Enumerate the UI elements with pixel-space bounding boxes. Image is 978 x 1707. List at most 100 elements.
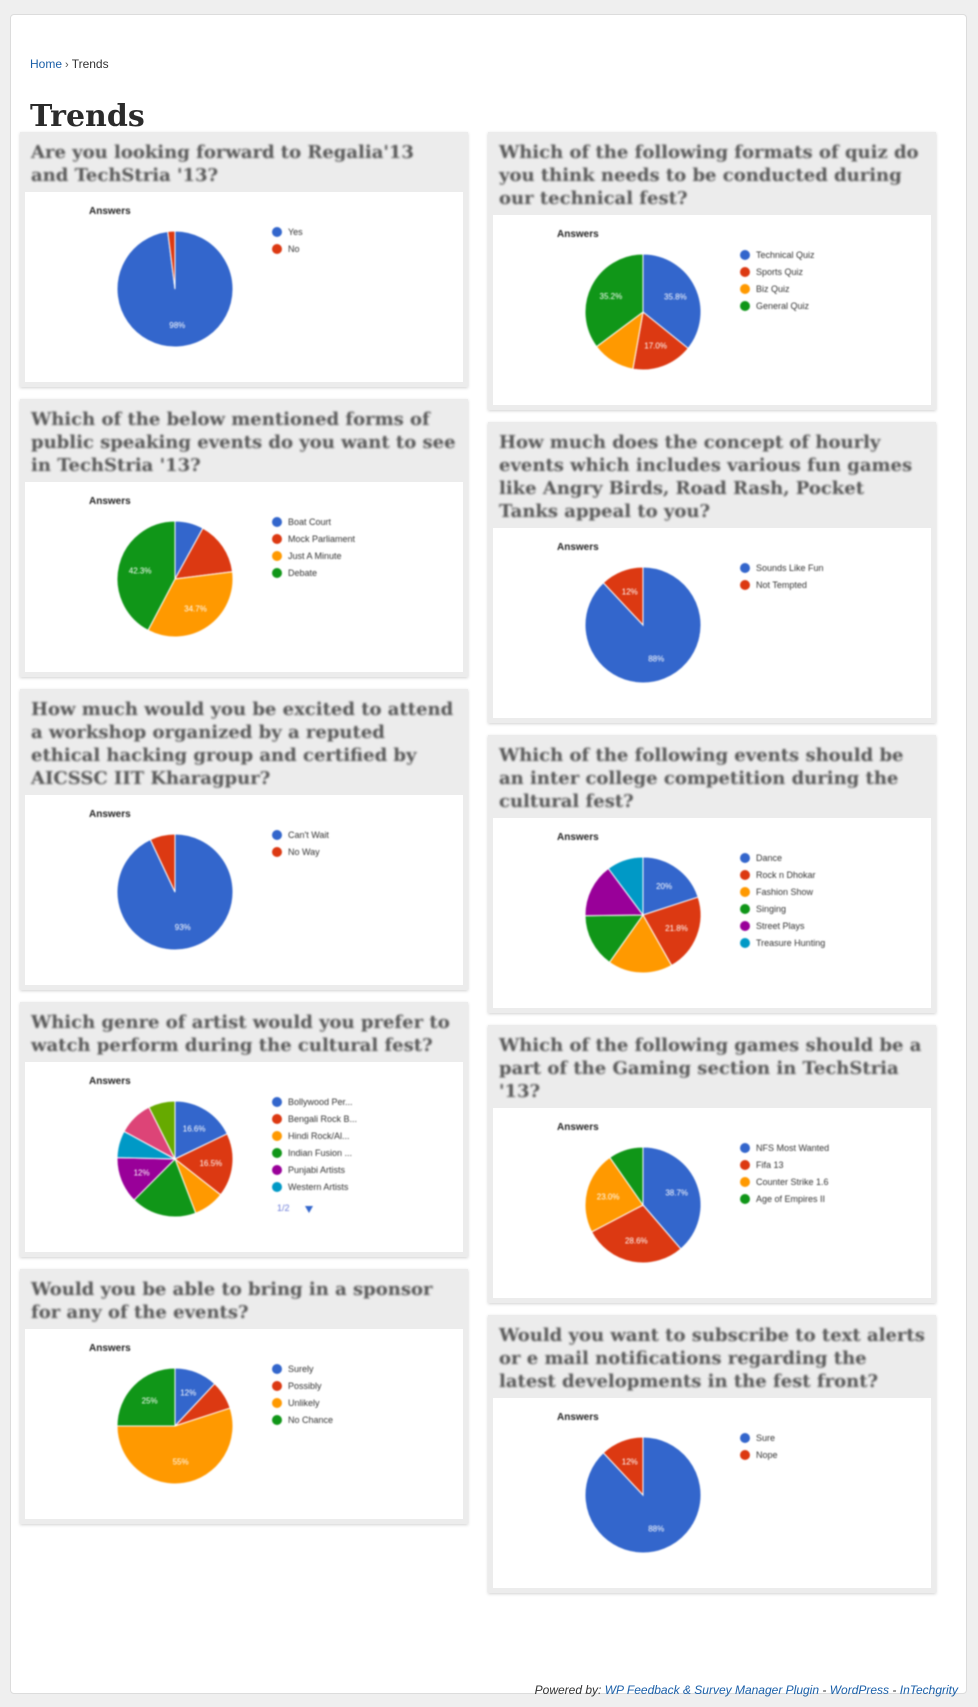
footer-plugin-link[interactable]: WP Feedback & Survey Manager Plugin (604, 1683, 820, 1697)
legend-label: Singing (756, 904, 786, 914)
pie-chart: Answers 12% 55% 25% Surely Possibly Unlikely No… (25, 1329, 463, 1519)
legend-marker (740, 921, 750, 931)
pie-slice[interactable] (584, 253, 644, 348)
legend-marker (272, 830, 282, 840)
legend-marker (272, 1114, 282, 1124)
pie-chart-svg: Answers 20% 21.8% Dance Rock n Dhokar Fashion… (557, 832, 825, 974)
legend-label: No Chance (288, 1415, 333, 1425)
legend-marker (272, 1097, 282, 1107)
legend-marker (740, 853, 750, 863)
footer-wordpress-link[interactable]: WordPress (829, 1683, 890, 1697)
pie-slice[interactable] (590, 1204, 682, 1264)
legend-marker (272, 551, 282, 561)
breadcrumb-home-link[interactable]: Home (30, 57, 63, 71)
legend-label: Technical Quiz (756, 250, 815, 260)
legend-marker (740, 1160, 750, 1170)
legend-label: Punjabi Artists (288, 1165, 346, 1175)
pie-slice-label: 98% (169, 321, 185, 330)
chart-title: Answers (557, 229, 599, 240)
pie-slice[interactable] (609, 1146, 644, 1207)
breadcrumb-current: Trends (71, 57, 109, 71)
legend-marker (740, 938, 750, 948)
pie-chart-group: Answers 93% Can't Wait No Way (89, 809, 329, 951)
pie-slice[interactable] (116, 1367, 176, 1427)
pie-slice[interactable] (602, 1436, 644, 1497)
legend-label: No Way (288, 847, 320, 857)
legend-label: Western Artists (288, 1182, 349, 1192)
pie-slice[interactable] (148, 1100, 176, 1160)
legend-label: Sounds Like Fun (756, 563, 824, 573)
pie-slice[interactable] (149, 833, 176, 893)
pie-slice-label: 35.8% (664, 293, 687, 302)
survey-card: Would you want to subscribe to text aler… (488, 1315, 936, 1593)
pie-slice-label: 21.8% (665, 924, 688, 933)
pie-slice-label: 55% (173, 1458, 189, 1467)
chart-title: Answers (557, 1412, 599, 1423)
legend-label: Fashion Show (756, 887, 814, 897)
legend-marker (272, 1182, 282, 1192)
pie-slice[interactable] (642, 856, 699, 916)
left-column: Are you looking forward to Regalia'13 an… (20, 132, 468, 1536)
pie-slice[interactable] (632, 311, 689, 371)
pie-slice[interactable] (133, 1158, 197, 1218)
pie-slice[interactable] (642, 896, 702, 967)
legend-label: Yes (288, 227, 303, 237)
pie-slice-label: 20% (656, 882, 672, 891)
legend-marker (272, 1148, 282, 1158)
legend-marker (272, 568, 282, 578)
pie-slice[interactable] (642, 1146, 702, 1250)
footer-intechgrity-link[interactable]: InTechgrity (899, 1683, 958, 1697)
pie-chart-group: Answers 16.6% 16.5% 12% Bollywood Per... Beng… (89, 1076, 357, 1218)
survey-card: Which genre of artist would you prefer t… (20, 1002, 468, 1257)
pie-slice[interactable] (602, 566, 644, 627)
legend-marker (272, 1165, 282, 1175)
pie-slice[interactable] (174, 1133, 234, 1196)
legend-label: Mock Parliament (288, 534, 356, 544)
legend-marker (740, 1450, 750, 1460)
pie-slice-label: 42.3% (129, 566, 152, 575)
survey-card: How much would you be excited to attend … (20, 689, 468, 990)
pie-slice[interactable] (167, 230, 176, 290)
survey-question: Which of the following events should be … (499, 745, 904, 812)
legend-label: NFS Most Wanted (756, 1143, 829, 1153)
pie-slice[interactable] (174, 527, 234, 580)
footer-prefix: Powered by: (534, 1683, 602, 1697)
chart-title: Answers (89, 1076, 131, 1087)
chart-title: Answers (89, 1343, 131, 1354)
pie-slice-label: 16.5% (199, 1159, 222, 1168)
pie-slice[interactable] (608, 914, 673, 974)
legend-page-indicator: 1/2 (277, 1203, 290, 1213)
pie-chart-svg: Answers 88% 12% Sounds Like Fun Not Tempted (557, 542, 824, 684)
pie-slice[interactable] (116, 520, 176, 632)
legend-label: Indian Fusion ... (288, 1148, 352, 1158)
pie-chart: Answers 98% Yes No (25, 192, 463, 382)
pie-chart-group: Answers 34.7% 42.3% Boat Court Mock Parliame… (89, 496, 356, 638)
pie-slice[interactable] (584, 1156, 644, 1233)
pie-chart: Answers 88% 12% Sure Nope (493, 1398, 931, 1588)
pie-slice[interactable] (607, 856, 644, 917)
pie-slice[interactable] (147, 571, 234, 638)
legend-marker (740, 1177, 750, 1187)
survey-question: How much would you be excited to attend … (31, 699, 454, 789)
chart-title: Answers (89, 496, 131, 507)
pie-slice[interactable] (584, 867, 644, 917)
legend-marker (272, 534, 282, 544)
pie-chart-group: Answers 35.8% 17.0% 35.2% Technical Quiz Spor… (557, 229, 815, 371)
legend-marker (740, 904, 750, 914)
legend-label: Age of Empires II (756, 1194, 825, 1204)
pie-slice[interactable] (642, 253, 702, 350)
chart-title: Answers (89, 206, 131, 217)
pie-chart-svg: Answers 93% Can't Wait No Way (89, 809, 329, 951)
pie-chart-svg: Answers 35.8% 17.0% 35.2% Technical Quiz Spor… (557, 229, 815, 371)
right-column: Which of the following formats of quiz d… (488, 132, 936, 1605)
footer-separator-1: - (822, 1683, 827, 1697)
pie-slice-label: 12% (134, 1168, 150, 1177)
pie-slice[interactable] (584, 914, 644, 964)
legend-label: Fifa 13 (756, 1160, 784, 1170)
legend-next-arrow-icon[interactable] (305, 1206, 313, 1213)
chart-title: Answers (557, 1122, 599, 1133)
legend-label: General Quiz (756, 301, 810, 311)
pie-slice[interactable] (174, 1100, 228, 1160)
legend-marker (740, 563, 750, 573)
pie-slice[interactable] (116, 1407, 234, 1485)
